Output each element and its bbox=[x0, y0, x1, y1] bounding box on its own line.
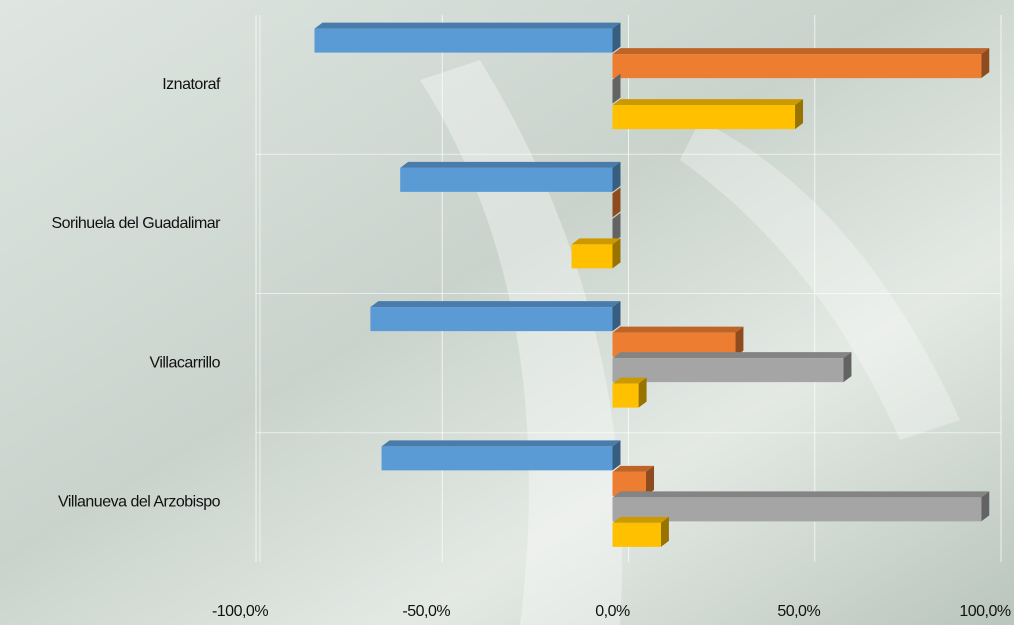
bar-side-face bbox=[612, 73, 621, 104]
bar-side-face bbox=[612, 187, 621, 218]
bar-front-face bbox=[381, 446, 613, 471]
bar-front-face bbox=[400, 167, 613, 192]
bar-front-face bbox=[571, 244, 613, 269]
bar-top-face bbox=[612, 326, 744, 333]
bar-side-face bbox=[612, 238, 621, 269]
bar bbox=[370, 301, 621, 332]
bar bbox=[314, 22, 621, 53]
y-tick-label: Villanueva del Arzobispo bbox=[58, 494, 221, 511]
bar-side-face bbox=[612, 212, 621, 243]
x-tick-label: -50,0% bbox=[402, 603, 450, 620]
bar-side-face bbox=[795, 99, 804, 130]
bar bbox=[612, 491, 990, 522]
bar-front-face bbox=[612, 383, 639, 408]
bar-side-face bbox=[843, 352, 852, 383]
bar-front-face bbox=[612, 54, 982, 79]
bar-top-face bbox=[612, 352, 852, 359]
bar bbox=[612, 516, 669, 547]
x-tick-label: -100,0% bbox=[212, 603, 268, 620]
bar-side-face bbox=[646, 465, 655, 496]
bar-top-face bbox=[612, 465, 655, 472]
bar bbox=[381, 440, 621, 471]
bar-top-face bbox=[612, 48, 990, 55]
bar-front-face bbox=[612, 105, 796, 130]
bar-side-face bbox=[638, 377, 647, 408]
x-tick-label: 100,0% bbox=[959, 603, 1011, 620]
bar-top-face bbox=[370, 301, 621, 308]
background-leaf bbox=[420, 60, 623, 625]
bar bbox=[612, 73, 621, 104]
y-tick-label: Sorihuela del Guadalimar bbox=[51, 215, 221, 232]
bar-side-face bbox=[612, 440, 621, 471]
bar-front-face bbox=[612, 522, 661, 547]
bar-side-face bbox=[612, 161, 621, 192]
bar-front-face bbox=[314, 28, 613, 53]
y-tick-label: Villacarrillo bbox=[149, 354, 220, 371]
background-leaf bbox=[680, 120, 960, 440]
bar-top-face bbox=[612, 99, 804, 106]
bar-top-face bbox=[612, 377, 647, 384]
bar-top-face bbox=[314, 22, 621, 29]
bar-side-face bbox=[981, 48, 990, 79]
x-tick-label: 0,0% bbox=[595, 603, 630, 620]
bar-top-face bbox=[381, 440, 621, 447]
bar-top-face bbox=[400, 161, 621, 168]
bar-top-face bbox=[612, 516, 669, 523]
bar-side-face bbox=[735, 326, 744, 357]
bar bbox=[612, 377, 647, 408]
bar-top-face bbox=[571, 238, 621, 245]
bar bbox=[612, 48, 990, 79]
bar bbox=[612, 187, 621, 218]
bar bbox=[571, 238, 621, 269]
bar bbox=[612, 352, 852, 383]
y-tick-label: Iznatoraf bbox=[162, 76, 221, 93]
bar-side-face bbox=[612, 22, 621, 53]
bar-side-face bbox=[660, 516, 669, 547]
bar-side-face bbox=[612, 301, 621, 332]
bar-front-face bbox=[612, 358, 844, 383]
bar bbox=[612, 212, 621, 243]
bar-front-face bbox=[612, 497, 982, 522]
bar bbox=[400, 161, 621, 192]
bar-top-face bbox=[612, 491, 990, 498]
x-tick-label: 50,0% bbox=[777, 603, 820, 620]
bar bbox=[612, 99, 804, 130]
bar-front-face bbox=[370, 307, 613, 332]
bar-side-face bbox=[981, 491, 990, 522]
